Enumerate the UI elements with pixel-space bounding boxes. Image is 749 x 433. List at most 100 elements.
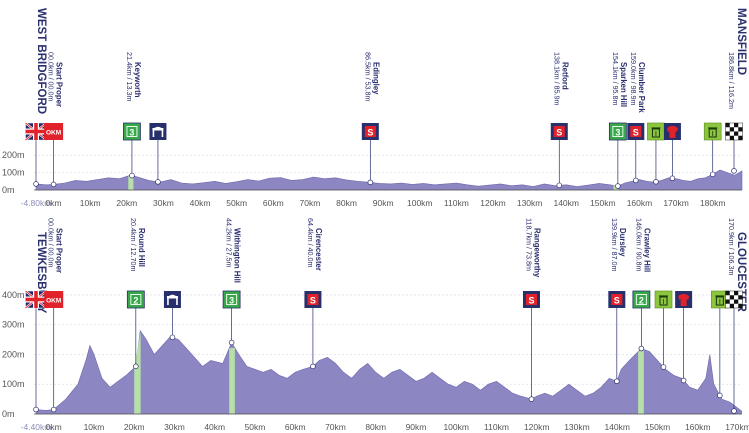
marker-text: S bbox=[614, 296, 620, 306]
waypoint-distance-label: 139.9km / 87.0m bbox=[610, 218, 619, 272]
waypoint-marker-red: OKM bbox=[44, 123, 64, 140]
x-tick-label: 80km bbox=[365, 422, 386, 432]
waypoint-distance-label: 00.0km / 00.0m bbox=[47, 52, 56, 102]
marker-text: S bbox=[556, 128, 562, 138]
x-tick-label: 140km bbox=[604, 422, 630, 432]
waypoint-dot bbox=[367, 179, 374, 186]
x-tick-label: 150km bbox=[645, 422, 671, 432]
waypoint-distance-label: 159.0km / 98.9m bbox=[629, 52, 638, 106]
x-tick-label: 50km bbox=[226, 198, 247, 208]
waypoint-dot bbox=[310, 363, 316, 370]
waypoint-marker-navy: S bbox=[608, 291, 626, 308]
x-tick-label: 90km bbox=[406, 422, 427, 432]
waypoint-name-label: Rangeworthy bbox=[532, 228, 541, 278]
waypoint-dot bbox=[680, 377, 687, 384]
marker-text: 3 bbox=[229, 296, 234, 306]
waypoint-distance-label: 44.2km / 27.5m bbox=[225, 218, 234, 268]
marker-text: S bbox=[367, 128, 373, 138]
x-tick-label: 20km bbox=[116, 198, 137, 208]
x-tick-label: 70km bbox=[300, 198, 321, 208]
x-tick-label: 60km bbox=[285, 422, 306, 432]
waypoint-name-label: Start Proper bbox=[55, 62, 64, 107]
waypoint-dot bbox=[50, 181, 57, 188]
waypoint-dot bbox=[615, 183, 621, 189]
x-tick-label: 100km bbox=[407, 198, 433, 208]
x-tick-label: 40km bbox=[204, 422, 225, 432]
x-tick-label: 40km bbox=[190, 198, 211, 208]
waypoint-distance-label: 00.0km / 00.0m bbox=[47, 218, 56, 268]
x-tick-label: 30km bbox=[164, 422, 185, 432]
x-tick-label: 120km bbox=[524, 422, 550, 432]
gate-icon bbox=[149, 123, 167, 140]
marker-text: 3 bbox=[615, 128, 620, 138]
climb-highlight bbox=[229, 347, 235, 414]
waypoint-name-label: Keyworth bbox=[133, 62, 142, 98]
waypoint-dot bbox=[633, 177, 639, 184]
waypoint-name-label: Withington Hill bbox=[233, 228, 242, 283]
waypoint-dot bbox=[169, 334, 176, 341]
waypoint-marker-green: 2 bbox=[632, 290, 651, 309]
start-town-name: WEST BRIDGFORD bbox=[35, 8, 47, 114]
waypoint-dot bbox=[660, 364, 667, 370]
waypoint-marker-navy: S bbox=[361, 123, 379, 140]
marker-text: 2 bbox=[639, 296, 644, 306]
x-tick-label: 50km bbox=[245, 422, 266, 432]
x-tick-label: -4.80km bbox=[21, 198, 52, 208]
waypoint-dot bbox=[133, 363, 139, 370]
x-tick-label: 130km bbox=[517, 198, 543, 208]
y-tick-label: 400m bbox=[2, 290, 25, 300]
x-tick-label: 70km bbox=[325, 422, 346, 432]
waypoint-dot bbox=[669, 175, 676, 182]
y-tick-label: 0m bbox=[2, 185, 15, 195]
waypoint-marker-lime_bin bbox=[647, 122, 665, 141]
waypoint-marker-flag bbox=[24, 122, 48, 141]
waypoint-name-label: Dursley bbox=[618, 228, 627, 257]
waypoint-distance-label: 186.8km / 116.2m bbox=[727, 52, 736, 109]
waypoint-marker-navy: S bbox=[627, 123, 645, 140]
waypoint-distance-label: 21.4km / 13.3m bbox=[125, 52, 134, 102]
marker-text: OKM bbox=[46, 298, 61, 305]
waypoint-name-label: Crawley Hill bbox=[642, 228, 651, 272]
x-tick-label: 60km bbox=[263, 198, 284, 208]
x-tick-label: 130km bbox=[564, 422, 590, 432]
waypoint-name-label: Round Hill bbox=[137, 228, 146, 267]
x-tick-label: 110km bbox=[444, 198, 469, 208]
waypoint-dot bbox=[731, 408, 737, 414]
y-tick-label: 100m bbox=[2, 168, 25, 178]
waypoint-name-label: Sparken Hill bbox=[619, 62, 628, 107]
x-tick-label: 180km bbox=[700, 198, 726, 208]
x-tick-label: 20km bbox=[124, 422, 145, 432]
climb-highlight bbox=[134, 331, 141, 414]
waypoint-marker-jersey bbox=[663, 123, 681, 140]
waypoint-marker-navy_gate bbox=[163, 291, 181, 308]
x-tick-label: 0km bbox=[46, 422, 62, 432]
x-tick-label: 170km bbox=[725, 422, 749, 432]
km-zero-icon bbox=[44, 291, 64, 308]
waypoint-dot bbox=[717, 392, 723, 399]
waypoint-dot bbox=[556, 182, 563, 189]
waypoint-dot bbox=[528, 396, 535, 402]
waypoint-marker-green: 3 bbox=[123, 122, 141, 141]
finish-town-name: MANSFIELD bbox=[735, 8, 747, 75]
waypoint-marker-flag bbox=[24, 290, 48, 309]
x-tick-label: 0km bbox=[46, 198, 62, 208]
waypoint-marker-lime_bin bbox=[711, 290, 729, 309]
waypoint-distance-label: 138.1km / 85.9m bbox=[552, 52, 561, 106]
waypoint-marker-checker bbox=[725, 290, 743, 309]
waypoint-distance-label: 86.5km / 53.8m bbox=[363, 52, 372, 102]
waypoint-dot bbox=[129, 172, 135, 179]
waypoint-dot bbox=[33, 406, 39, 413]
x-tick-label: 30km bbox=[153, 198, 174, 208]
waypoint-name-label: Clumber Park bbox=[637, 62, 646, 113]
marker-text: 3 bbox=[129, 128, 134, 138]
climb-highlight bbox=[638, 349, 644, 414]
waypoint-marker-checker bbox=[725, 122, 743, 141]
waypoint-marker-navy: S bbox=[550, 123, 568, 140]
marker-text: S bbox=[633, 128, 639, 138]
x-tick-label: 90km bbox=[373, 198, 394, 208]
x-tick-label: -4.40km bbox=[21, 422, 52, 432]
waypoint-distance-label: 154.1km / 95.8m bbox=[611, 52, 620, 106]
x-tick-label: 160km bbox=[685, 422, 711, 432]
